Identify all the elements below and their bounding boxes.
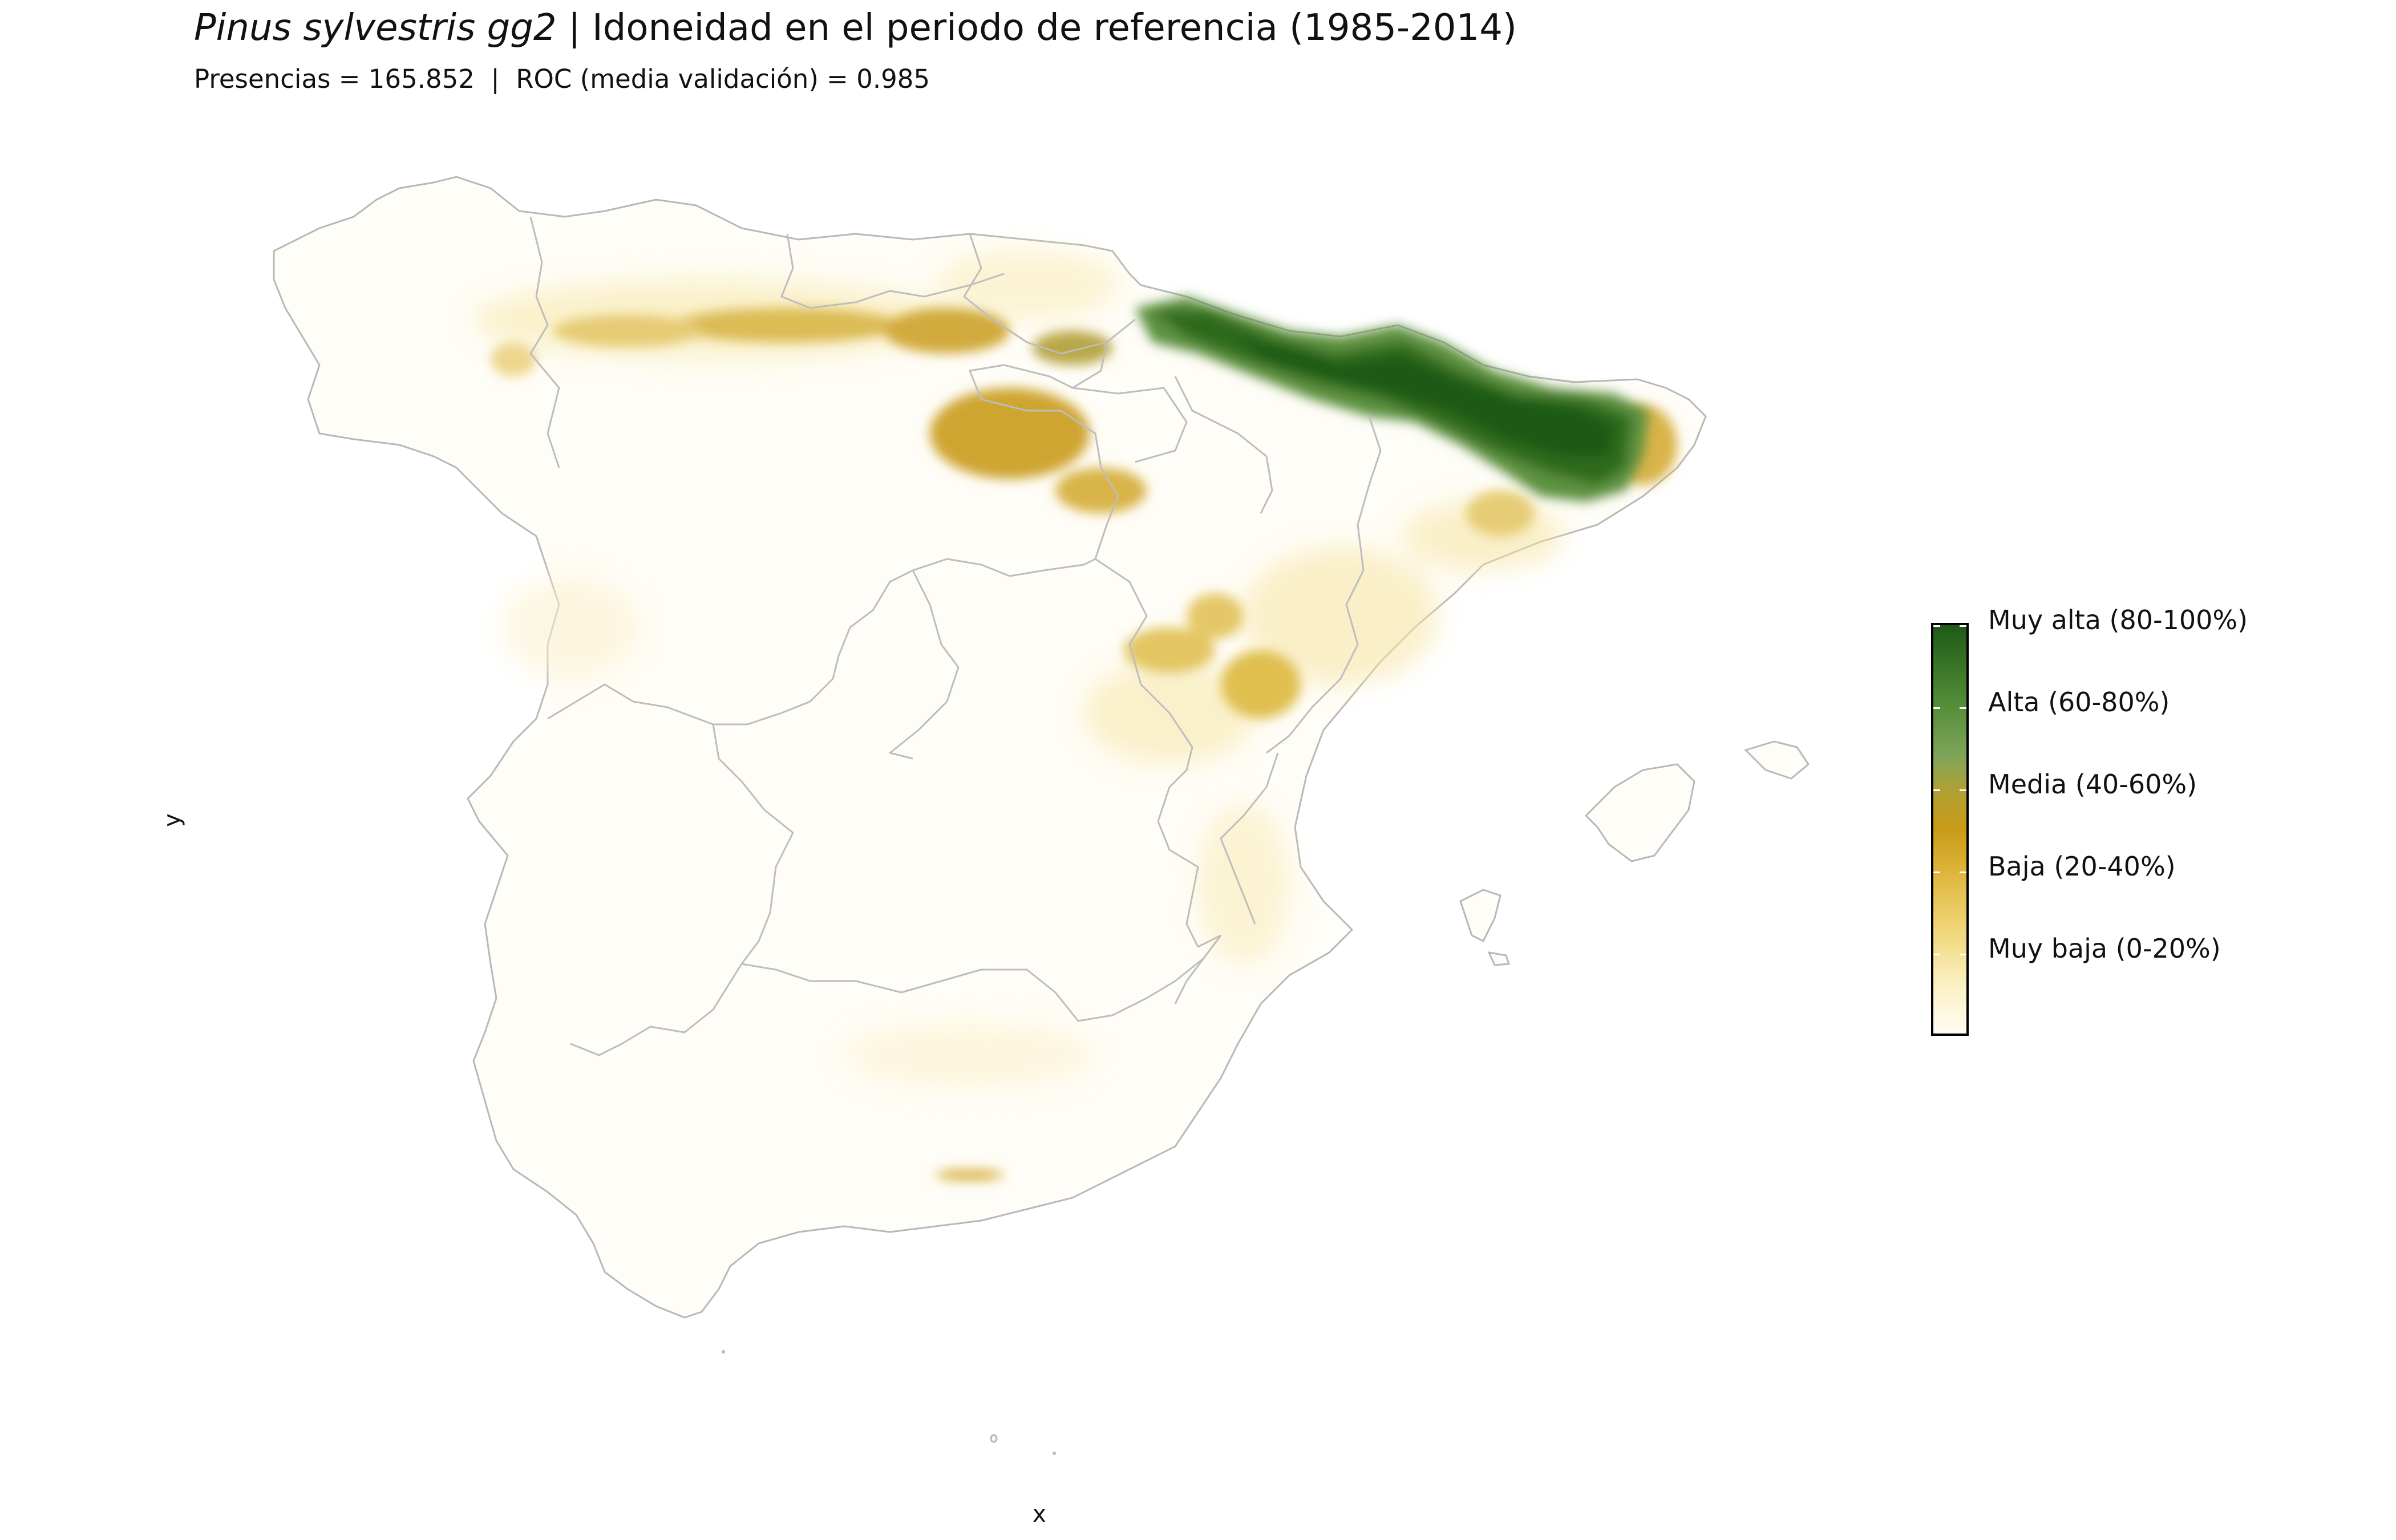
formentera-outline	[1487, 951, 1511, 966]
legend-label-muy-alta: Muy alta (80-100%)	[1988, 605, 2248, 635]
legend-tick	[1933, 707, 1940, 709]
chafarinas-islet	[1053, 1452, 1056, 1455]
map-subtitle: Presencias = 165.852 | ROC (media valida…	[194, 64, 930, 94]
title-text: | Idoneidad en el periodo de referencia …	[568, 7, 1517, 49]
legend-tick	[1933, 872, 1940, 873]
legend-tick	[1933, 625, 1940, 627]
legend-tick	[1933, 954, 1940, 955]
legend-tick	[1960, 789, 1966, 791]
alboran-islet	[990, 1434, 998, 1443]
ibiza-outline	[1459, 889, 1501, 943]
map-title: Pinus sylvestris gg2 | Idoneidad en el p…	[194, 5, 1517, 52]
species-name: Pinus sylvestris gg2	[194, 7, 557, 49]
legend-tick	[1960, 954, 1966, 955]
x-axis-label: x	[1033, 1501, 1046, 1527]
legend-tick	[1960, 707, 1966, 709]
legend-label-baja: Baja (20-40%)	[1988, 851, 2176, 882]
legend-label-media: Media (40-60%)	[1988, 769, 2197, 800]
suitability-layer	[473, 251, 1677, 1181]
ceuta-islet	[722, 1350, 725, 1353]
legend-tick	[1960, 872, 1966, 873]
legend-tick	[1933, 789, 1940, 791]
y-axis-label: y	[159, 813, 185, 827]
legend-tick	[1960, 625, 1966, 627]
legend-label-alta: Alta (60-80%)	[1988, 687, 2170, 718]
mallorca-outline	[1584, 763, 1695, 862]
land-mass	[273, 176, 1810, 1455]
peninsula-outline	[273, 176, 1707, 1319]
menorca-outline	[1744, 740, 1810, 780]
legend-label-muy-baja: Muy baja (0-20%)	[1988, 933, 2221, 964]
legend-colorbar	[1931, 623, 1969, 1036]
regional-borders	[529, 216, 1382, 1056]
